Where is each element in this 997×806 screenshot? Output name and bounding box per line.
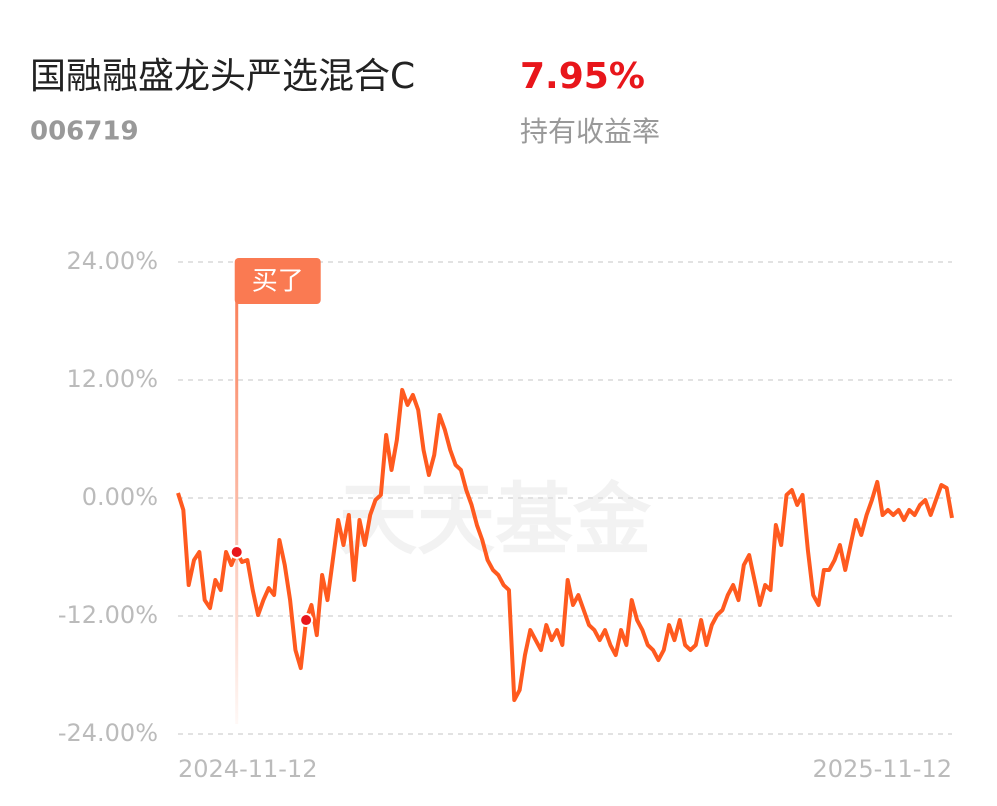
y-tick-label: -24.00% <box>58 719 158 747</box>
trade-dot <box>299 613 314 628</box>
buy-line <box>235 300 239 724</box>
y-tick-label: -12.00% <box>58 601 158 629</box>
buy-tag <box>234 258 321 304</box>
y-tick-label: 12.00% <box>66 365 158 393</box>
watermark: 天天基金 <box>339 475 652 565</box>
holding-return: 7.95% <box>520 56 645 97</box>
x-tick-label: 2024-11-12 <box>178 755 317 783</box>
y-tick-label: 24.00% <box>66 247 158 275</box>
trade-dot <box>229 544 244 559</box>
fund-code: 006719 <box>30 117 139 147</box>
y-tick-label: 0.00% <box>82 483 158 511</box>
x-tick-label: 2025-11-12 <box>813 755 952 783</box>
fund-title: 国融融盛龙头严选混合C <box>30 56 415 97</box>
holding-return-label: 持有收益率 <box>520 115 660 148</box>
buy-tag-label: 买了 <box>252 267 304 297</box>
